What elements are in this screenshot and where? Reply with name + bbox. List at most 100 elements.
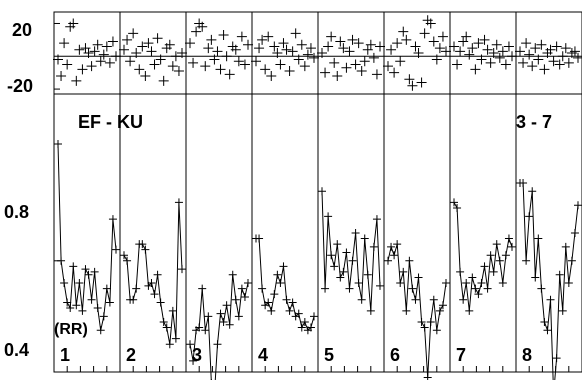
residual-3-9 [212, 46, 223, 57]
point-1-3 [63, 298, 72, 307]
point-2-16 [168, 306, 177, 315]
residual-2-2 [125, 56, 136, 67]
bottom-y-tick-label-0.8: 0.8 [4, 202, 29, 222]
residual-7-8 [473, 38, 484, 49]
series-line-8 [520, 182, 579, 380]
point-1-0 [54, 140, 62, 149]
point-3-16 [234, 312, 243, 321]
residual-5-16 [365, 39, 376, 50]
residual-7-16 [497, 46, 508, 57]
residual-1-0 [53, 54, 63, 65]
residual-4-10 [281, 44, 292, 55]
group-label-8: 8 [522, 345, 532, 365]
residual-2-5 [134, 64, 145, 75]
residual-1-3 [62, 59, 73, 70]
residual-6-2 [389, 67, 400, 78]
series-line-7 [453, 202, 513, 311]
residual-8-1 [518, 57, 529, 68]
point-7-15 [495, 256, 504, 265]
residual-7-13 [488, 48, 499, 58]
residual-8-10 [545, 44, 556, 55]
residual-1-19 [111, 51, 121, 62]
point-2-9 [147, 279, 156, 288]
point-7-17 [501, 251, 510, 260]
series-line-2 [123, 202, 183, 345]
point-7-14 [492, 240, 501, 249]
residual-7-5 [464, 49, 475, 60]
point-5-16 [366, 306, 375, 315]
point-2-4 [132, 284, 141, 293]
point-5-6 [336, 273, 345, 282]
point-4-6 [270, 290, 279, 299]
point-4-2 [258, 284, 267, 293]
residual-7-11 [482, 44, 493, 55]
point-4-16 [300, 317, 309, 326]
point-1-14 [96, 326, 105, 335]
point-6-4 [396, 279, 405, 288]
point-1-19 [112, 245, 120, 254]
point-6-9 [411, 295, 420, 304]
point-5-10 [348, 256, 357, 265]
residual-3-13 [224, 69, 235, 80]
point-6-16 [432, 326, 441, 335]
point-7-2 [456, 267, 465, 276]
residual-1-16 [101, 41, 112, 52]
residual-6-11 [416, 77, 427, 88]
point-2-11 [153, 270, 162, 279]
point-8-2 [522, 256, 531, 265]
residual-3-1 [188, 57, 199, 68]
residual-5-3 [326, 31, 337, 42]
point-8-19 [574, 201, 582, 210]
residual-2-8 [143, 38, 154, 49]
rr-note: (RR) [54, 321, 88, 338]
group-label-6: 6 [390, 345, 400, 365]
point-5-2 [324, 212, 333, 221]
residual-3-11 [218, 29, 229, 40]
residual-4-18 [305, 43, 316, 54]
group-label-4: 4 [258, 345, 268, 365]
point-4-12 [288, 298, 297, 307]
residual-8-7 [536, 39, 547, 50]
residual-8-11 [548, 56, 559, 67]
point-3-13 [225, 320, 234, 329]
residual-4-0 [251, 56, 261, 67]
point-8-16 [564, 279, 573, 288]
series-line-4 [256, 238, 315, 332]
residual-3-18 [239, 59, 250, 70]
point-8-13 [555, 270, 564, 279]
residual-3-5 [200, 61, 211, 72]
point-6-2 [390, 251, 399, 260]
residual-5-0 [317, 48, 327, 58]
point-5-5 [333, 240, 342, 249]
point-5-11 [351, 229, 360, 237]
point-6-17 [435, 306, 444, 315]
residual-6-17 [434, 43, 445, 54]
residual-7-17 [500, 59, 511, 70]
point-8-6 [534, 234, 543, 243]
residual-6-0 [383, 61, 393, 72]
point-8-5 [531, 273, 540, 282]
residual-1-5 [68, 18, 79, 29]
residual-2-3 [128, 28, 139, 39]
point-6-8 [408, 284, 417, 293]
residual-5-5 [332, 70, 343, 81]
residual-5-19 [375, 41, 385, 52]
residual-6-7 [404, 74, 415, 85]
point-2-18 [174, 198, 183, 207]
point-8-10 [546, 295, 555, 304]
residual-6-9 [410, 41, 421, 52]
residual-1-11 [86, 61, 97, 72]
point-4-4 [264, 298, 273, 307]
point-1-7 [75, 279, 84, 288]
point-5-14 [360, 234, 369, 243]
residual-5-12 [353, 38, 364, 49]
residual-8-16 [563, 57, 574, 68]
point-5-19 [376, 281, 384, 290]
residual-5-4 [329, 57, 340, 68]
point-2-17 [171, 334, 180, 343]
point-6-14 [426, 317, 435, 326]
point-7-6 [468, 273, 477, 282]
point-5-15 [363, 270, 372, 279]
residual-3-6 [203, 43, 214, 54]
point-2-10 [150, 290, 159, 299]
